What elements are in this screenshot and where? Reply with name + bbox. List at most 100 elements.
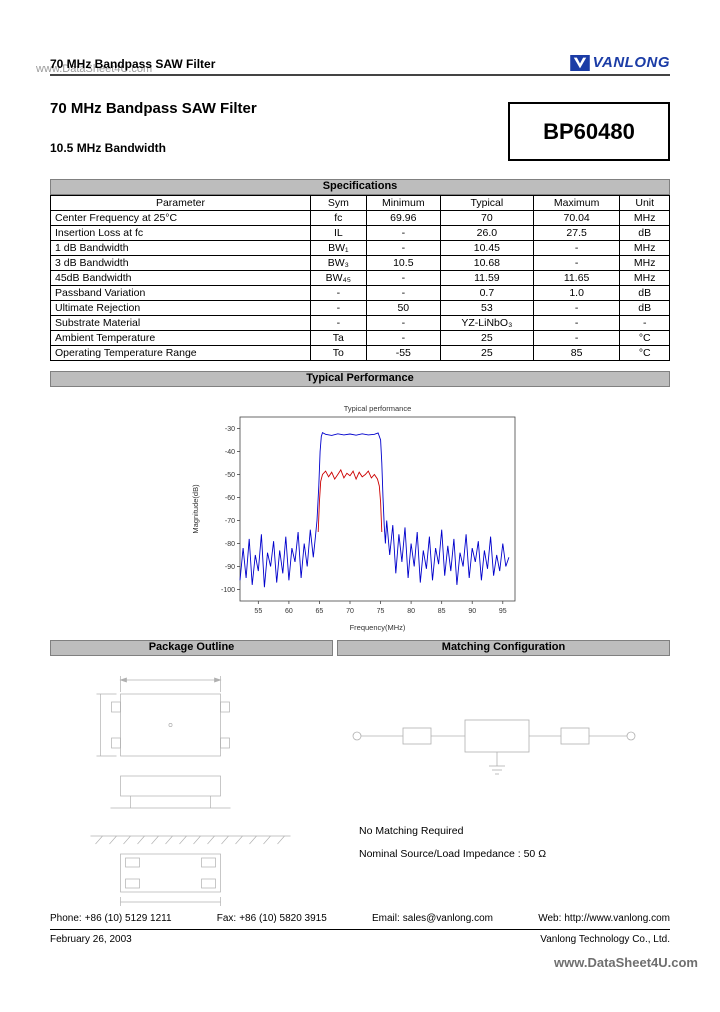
spec-value-cell: - (365, 330, 441, 346)
spec-parameter-cell: Passband Variation (50, 285, 311, 301)
contact-row: Phone: +86 (10) 5129 1211 Fax: +86 (10) 58… (50, 913, 670, 930)
performance-chart: Typical performance -30 -40 -50 -60 -70 -80 -90… (191, 404, 515, 632)
spec-value-cell: 1.0 (532, 285, 621, 301)
matching-schematic (352, 719, 636, 775)
svg-text:75: 75 (376, 608, 384, 615)
spec-value-cell: 26.0 (439, 225, 534, 241)
col-unit: Unit (619, 195, 670, 211)
page-header: 70 MHz Bandpass SAW Filter VANLONG (50, 54, 670, 76)
spec-parameter-cell: Ultimate Rejection (50, 300, 311, 316)
specifications-table: Parameter Sym Minimum Typical Maximum Un… (50, 195, 670, 361)
spec-value-cell: BW₃ (309, 255, 367, 271)
spec-value-cell: - (365, 270, 441, 286)
spec-value-cell: MHz (619, 270, 670, 286)
typical-performance-section: Typical Performance Typical performance -… (50, 371, 670, 637)
company-name: Vanlong Technology Co., Ltd. (540, 934, 670, 945)
phone-item: Phone: +86 (10) 5129 1211 (50, 913, 172, 924)
table-row: Passband Variation - -0.7 1.0 dB (50, 285, 670, 301)
spec-value-cell: To (309, 345, 367, 361)
spec-value-cell: - (365, 240, 441, 256)
svg-text:-50: -50 (224, 472, 234, 479)
table-row: 45dB Bandwidth BW₄₅ -11.59 11.65 MHz (50, 270, 670, 286)
email-item: Email: sales@vanlong.com (372, 913, 493, 924)
svg-text:85: 85 (437, 608, 445, 615)
part-number-box: BP60480 (508, 102, 670, 161)
spec-value-cell: BW₄₅ (309, 270, 367, 286)
svg-text:95: 95 (498, 608, 506, 615)
release-date: February 26, 2003 (50, 934, 132, 945)
svg-text:Frequency(MHz): Frequency(MHz) (349, 623, 405, 632)
spec-parameter-cell: Insertion Loss at fc (50, 225, 311, 241)
spec-value-cell: - (365, 285, 441, 301)
table-row: Insertion Loss at fc IL -26.0 27.5 dB (50, 225, 670, 241)
fax-item: Fax: +86 (10) 5820 3915 (217, 913, 327, 924)
table-row: 1 dB Bandwidth BW₁ -10.45- MHz (50, 240, 670, 256)
spec-value-cell: °C (619, 345, 670, 361)
spec-value-cell: °C (619, 330, 670, 346)
spec-value-cell: 50 (365, 300, 441, 316)
table-row: 3 dB Bandwidth BW₃ 10.5 10.68- MHz (50, 255, 670, 271)
col-parameter: Parameter (50, 195, 311, 211)
table-row: Center Frequency at 25°C fc 69.96 70 70.04 MH… (50, 210, 670, 226)
spec-value-cell: - (532, 300, 621, 316)
spec-parameter-cell: Substrate Material (50, 315, 311, 331)
table-row: Ultimate Rejection -50 53- dB (50, 300, 670, 316)
table-row: Operating Temperature Range To -55 25 85 °C (50, 345, 670, 361)
page-title: 70 MHz Bandpass SAW Filter (50, 100, 257, 117)
watermark-top: www.DataSheet4U.com (36, 63, 153, 75)
spec-value-cell: - (309, 300, 367, 316)
matching-config-header-bar: Matching Configuration (337, 640, 670, 656)
package-outline-drawing (90, 676, 291, 906)
package-outline-header-bar: Package Outline (50, 640, 333, 656)
svg-text:-80: -80 (224, 541, 234, 548)
spec-value-cell: 11.59 (439, 270, 534, 286)
performance-header-bar: Typical Performance (50, 371, 670, 387)
spec-value-cell: 25 (439, 345, 534, 361)
spec-value-cell: -55 (365, 345, 441, 361)
spec-value-cell: MHz (619, 210, 670, 226)
spec-value-cell: Ta (309, 330, 367, 346)
col-minimum: Minimum (365, 195, 441, 211)
spec-value-cell: 53 (439, 300, 534, 316)
phone-label: Phone: (50, 913, 82, 924)
spec-value-cell: 10.68 (439, 255, 534, 271)
spec-value-cell: dB (619, 285, 670, 301)
spec-parameter-cell: Center Frequency at 25°C (50, 210, 311, 226)
spec-value-cell: IL (309, 225, 367, 241)
matching-notes: No Matching Required Nominal Source/Load… (343, 825, 670, 860)
svg-text:-70: -70 (224, 518, 234, 525)
spec-value-cell: YZ-LiNbO₃ (439, 315, 534, 331)
spec-parameter-cell: 3 dB Bandwidth (50, 255, 311, 271)
col-typical: Typical (439, 195, 534, 211)
spec-value-cell: - (532, 330, 621, 346)
fax-value: +86 (10) 5820 3915 (239, 913, 327, 924)
spec-value-cell: MHz (619, 240, 670, 256)
vanlong-logo-icon (569, 54, 590, 71)
logo-text: VANLONG (592, 54, 670, 71)
svg-text:Magnitude(dB): Magnitude(dB) (191, 484, 200, 534)
spec-table-body: Center Frequency at 25°C fc 69.96 70 70.04 MH… (50, 210, 670, 361)
title-block: 70 MHz Bandpass SAW Filter 10.5 MHz Band… (50, 100, 670, 161)
col-sym: Sym (309, 195, 367, 211)
spec-value-cell: - (365, 315, 441, 331)
web-value: http://www.vanlong.com (564, 913, 670, 924)
outline-header-bars: Package Outline Matching Configuration (50, 640, 670, 656)
spec-value-cell: BW₁ (309, 240, 367, 256)
running-title: 70 MHz Bandpass SAW Filter (50, 57, 216, 71)
svg-text:-40: -40 (224, 449, 234, 456)
drawings-row: No Matching Required Nominal Source/Load… (50, 668, 670, 906)
spec-value-cell: fc (309, 210, 367, 226)
spec-value-cell: 27.5 (532, 225, 621, 241)
email-value: sales@vanlong.com (402, 913, 493, 924)
spec-value-cell: 0.7 (439, 285, 534, 301)
svg-text:60: 60 (284, 608, 292, 615)
spec-value-cell: 10.45 (439, 240, 534, 256)
spec-parameter-cell: Operating Temperature Range (50, 345, 311, 361)
page-footer: Phone: +86 (10) 5129 1211 Fax: +86 (10) 58… (50, 913, 670, 945)
outline-section: Package Outline Matching Configuration (50, 640, 670, 906)
title-texts: 70 MHz Bandpass SAW Filter 10.5 MHz Band… (50, 100, 257, 161)
spec-value-cell: - (532, 315, 621, 331)
table-row: Substrate Material - - YZ-LiNbO₃ - - (50, 315, 670, 331)
spec-value-cell: 70.04 (532, 210, 621, 226)
spec-value-cell: 70 (439, 210, 534, 226)
